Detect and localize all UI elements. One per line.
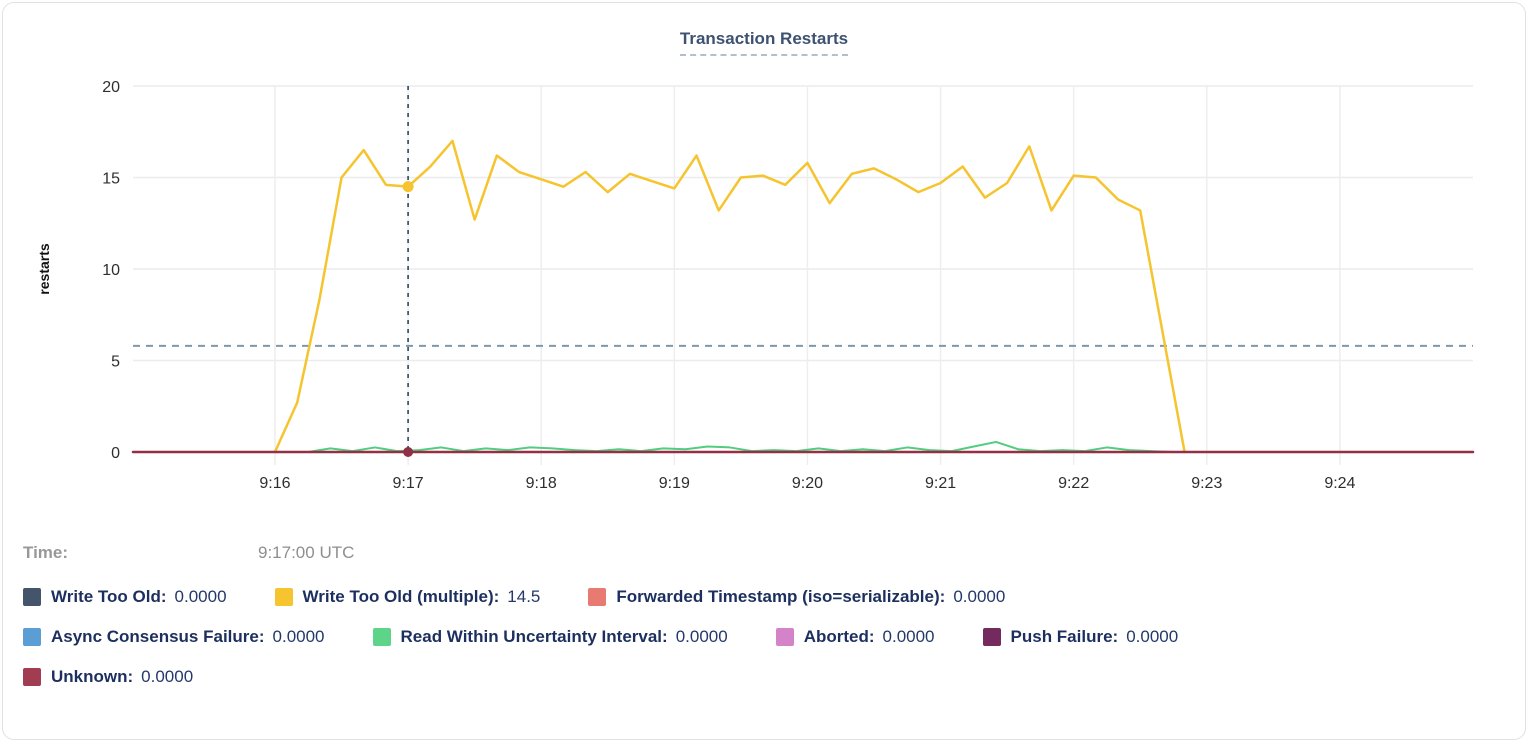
legend-item-write-too-old-multiple: Write Too Old (multiple): 14.5 <box>274 587 541 607</box>
y-tick-label: 5 <box>111 354 120 371</box>
y-tick-label: 0 <box>111 445 120 462</box>
legend-color-swatch-async-consensus-failure <box>23 628 41 646</box>
x-tick-label: 9:19 <box>659 475 690 492</box>
chart-area: Transaction Restarts 0 5 10 15 20 9:16 9:17 9:1… <box>3 3 1525 503</box>
legend-value: 0.0000 <box>174 587 227 606</box>
x-tick-label: 9:22 <box>1058 475 1089 492</box>
hover-dot-yellow <box>402 181 414 193</box>
legend-item-unknown: Unknown: 0.0000 <box>23 667 193 687</box>
legend-item-forwarded-timestamp-iso-serializable: Forwarded Timestamp (iso=serializable): 0… <box>588 587 1005 607</box>
time-label: Time: <box>23 543 69 562</box>
x-tick-label: 9:20 <box>792 475 823 492</box>
legend-item-push-failure: Push Failure: 0.0000 <box>982 627 1179 647</box>
legend-color-swatch-unknown <box>23 668 41 686</box>
legend-row: Unknown: 0.0000 <box>23 667 1505 687</box>
legend-item-aborted: Aborted: 0.0000 <box>775 627 935 647</box>
x-tick-label: 9:18 <box>526 475 557 492</box>
legend-value: 0.0000 <box>272 627 325 646</box>
x-tick-label: 9:16 <box>259 475 290 492</box>
legend-value: 0.0000 <box>141 667 194 686</box>
legend-label: Async Consensus Failure: <box>51 627 265 646</box>
legend-item-read-within-uncertainty-interval: Read Within Uncertainty Interval: 0.0000 <box>372 627 728 647</box>
series-line-write-too-old-multiple <box>273 139 1186 454</box>
legend-color-swatch-aborted <box>775 628 794 646</box>
legend-label: Write Too Old: <box>51 587 167 606</box>
legend-color-swatch-read-within-uncertainty-interval <box>372 628 391 646</box>
y-tick-label: 10 <box>102 262 120 279</box>
legend-row: Async Consensus Failure: 0.0000 Read Withi… <box>23 627 1505 647</box>
legend-value: 14.5 <box>507 587 541 606</box>
legend-value: 0.0000 <box>1126 627 1179 646</box>
legend-label: Aborted: <box>803 627 875 646</box>
hover-dot-maroon <box>403 447 414 457</box>
legend-section: Time: 9:17:00 UTC Write Too Old: 0.0000 Wr… <box>3 543 1525 687</box>
legend-item-write-too-old: Write Too Old: 0.0000 <box>23 587 227 607</box>
legend-color-swatch-forwarded-timestamp-iso-serializable <box>588 588 607 606</box>
x-tick-label: 9:21 <box>925 475 956 492</box>
legend-value: 0.0000 <box>675 627 728 646</box>
chart-title-row: Transaction Restarts <box>3 29 1525 56</box>
legend-label: Read Within Uncertainty Interval: <box>400 627 668 646</box>
legend-label: Unknown: <box>51 667 134 686</box>
legend-color-swatch-push-failure <box>982 628 1001 646</box>
legend-row: Write Too Old: 0.0000 Write Too Old (multi… <box>23 587 1505 607</box>
legend-label: Push Failure: <box>1010 627 1119 646</box>
legend: Write Too Old: 0.0000 Write Too Old (multi… <box>23 587 1505 687</box>
legend-value: 0.0000 <box>953 587 1006 606</box>
y-axis-label: restarts <box>36 243 52 295</box>
series-line-read-within-uncertainty-interval <box>307 440 1175 453</box>
transaction-restarts-chart[interactable]: 0 5 10 15 20 9:16 9:17 9:18 9:19 9:20 9:21 9:22 9:23… <box>3 3 1526 503</box>
legend-color-swatch-write-too-old <box>23 588 41 606</box>
legend-value: 0.0000 <box>882 627 935 646</box>
x-tick-label: 9:17 <box>393 475 424 492</box>
y-tick-label: 15 <box>102 171 120 188</box>
legend-label: Forwarded Timestamp (iso=serializable): <box>616 587 946 606</box>
legend-label: Write Too Old (multiple): <box>302 587 500 606</box>
x-tick-label: 9:24 <box>1324 475 1355 492</box>
legend-color-swatch-write-too-old-multiple <box>274 588 293 606</box>
legend-item-async-consensus-failure: Async Consensus Failure: 0.0000 <box>23 627 325 647</box>
y-tick-label: 20 <box>102 79 120 96</box>
x-tick-label: 9:23 <box>1191 475 1222 492</box>
time-value: 9:17:00 UTC <box>258 543 355 562</box>
hover-time-row: Time: 9:17:00 UTC <box>23 543 1505 563</box>
chart-title[interactable]: Transaction Restarts <box>679 29 849 56</box>
